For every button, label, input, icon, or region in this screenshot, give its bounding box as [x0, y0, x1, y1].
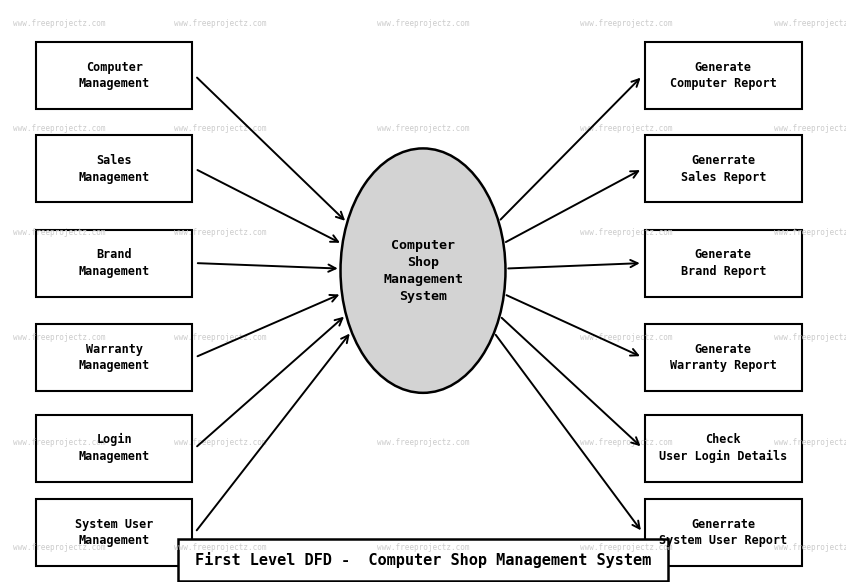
Text: Generrate
Sales Report: Generrate Sales Report: [680, 154, 766, 183]
Text: www.freeprojectz.com: www.freeprojectz.com: [580, 19, 673, 28]
FancyBboxPatch shape: [645, 414, 802, 482]
Text: Computer
Shop
Management
System: Computer Shop Management System: [383, 239, 463, 303]
FancyBboxPatch shape: [36, 229, 192, 297]
Text: Warranty
Management: Warranty Management: [79, 343, 150, 372]
FancyBboxPatch shape: [645, 499, 802, 566]
FancyBboxPatch shape: [645, 42, 802, 109]
Text: www.freeprojectz.com: www.freeprojectz.com: [13, 19, 106, 28]
Text: www.freeprojectz.com: www.freeprojectz.com: [580, 123, 673, 133]
Text: www.freeprojectz.com: www.freeprojectz.com: [580, 438, 673, 447]
FancyBboxPatch shape: [645, 229, 802, 297]
Text: Sales
Management: Sales Management: [79, 154, 150, 183]
Text: System User
Management: System User Management: [75, 518, 153, 547]
Text: www.freeprojectz.com: www.freeprojectz.com: [376, 438, 470, 447]
Text: www.freeprojectz.com: www.freeprojectz.com: [173, 542, 266, 552]
Text: www.freeprojectz.com: www.freeprojectz.com: [774, 542, 846, 552]
FancyBboxPatch shape: [645, 136, 802, 203]
FancyBboxPatch shape: [36, 136, 192, 203]
Text: Generate
Computer Report: Generate Computer Report: [670, 61, 777, 90]
Text: www.freeprojectz.com: www.freeprojectz.com: [774, 333, 846, 342]
Text: www.freeprojectz.com: www.freeprojectz.com: [774, 438, 846, 447]
Text: Generate
Brand Report: Generate Brand Report: [680, 249, 766, 278]
Text: www.freeprojectz.com: www.freeprojectz.com: [580, 228, 673, 237]
Text: www.freeprojectz.com: www.freeprojectz.com: [173, 123, 266, 133]
Text: Brand
Management: Brand Management: [79, 249, 150, 278]
Text: www.freeprojectz.com: www.freeprojectz.com: [774, 19, 846, 28]
Text: www.freeprojectz.com: www.freeprojectz.com: [774, 123, 846, 133]
FancyBboxPatch shape: [36, 499, 192, 566]
FancyBboxPatch shape: [36, 42, 192, 109]
Text: www.freeprojectz.com: www.freeprojectz.com: [173, 438, 266, 447]
Text: www.freeprojectz.com: www.freeprojectz.com: [13, 228, 106, 237]
Text: Login
Management: Login Management: [79, 434, 150, 463]
Text: Check
User Login Details: Check User Login Details: [659, 434, 788, 463]
Text: First Level DFD -  Computer Shop Management System: First Level DFD - Computer Shop Manageme…: [195, 552, 651, 568]
Text: www.freeprojectz.com: www.freeprojectz.com: [376, 19, 470, 28]
Text: www.freeprojectz.com: www.freeprojectz.com: [173, 333, 266, 342]
Ellipse shape: [340, 148, 505, 393]
FancyBboxPatch shape: [36, 414, 192, 482]
FancyBboxPatch shape: [36, 324, 192, 391]
Text: www.freeprojectz.com: www.freeprojectz.com: [173, 228, 266, 237]
Text: www.freeprojectz.com: www.freeprojectz.com: [376, 123, 470, 133]
FancyBboxPatch shape: [178, 539, 668, 581]
Text: www.freeprojectz.com: www.freeprojectz.com: [376, 228, 470, 237]
Text: Generate
Warranty Report: Generate Warranty Report: [670, 343, 777, 372]
Text: www.freeprojectz.com: www.freeprojectz.com: [13, 542, 106, 552]
Text: www.freeprojectz.com: www.freeprojectz.com: [580, 542, 673, 552]
Text: www.freeprojectz.com: www.freeprojectz.com: [376, 333, 470, 342]
Text: www.freeprojectz.com: www.freeprojectz.com: [376, 542, 470, 552]
Text: www.freeprojectz.com: www.freeprojectz.com: [173, 19, 266, 28]
Text: www.freeprojectz.com: www.freeprojectz.com: [13, 123, 106, 133]
Text: www.freeprojectz.com: www.freeprojectz.com: [13, 333, 106, 342]
Text: www.freeprojectz.com: www.freeprojectz.com: [580, 333, 673, 342]
Text: Generrate
System User Report: Generrate System User Report: [659, 518, 788, 547]
FancyBboxPatch shape: [645, 324, 802, 391]
Text: Computer
Management: Computer Management: [79, 61, 150, 90]
Text: www.freeprojectz.com: www.freeprojectz.com: [774, 228, 846, 237]
Text: www.freeprojectz.com: www.freeprojectz.com: [13, 438, 106, 447]
